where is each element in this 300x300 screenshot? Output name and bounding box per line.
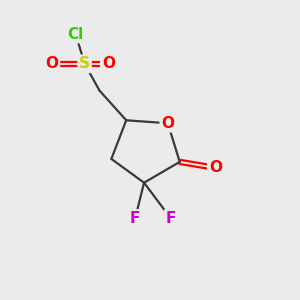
Text: O: O: [209, 160, 222, 175]
Text: O: O: [161, 116, 174, 131]
Text: O: O: [102, 56, 115, 71]
Text: F: F: [166, 211, 176, 226]
Text: F: F: [130, 211, 140, 226]
Text: O: O: [45, 56, 58, 71]
Text: S: S: [79, 56, 90, 71]
Text: Cl: Cl: [68, 27, 84, 42]
